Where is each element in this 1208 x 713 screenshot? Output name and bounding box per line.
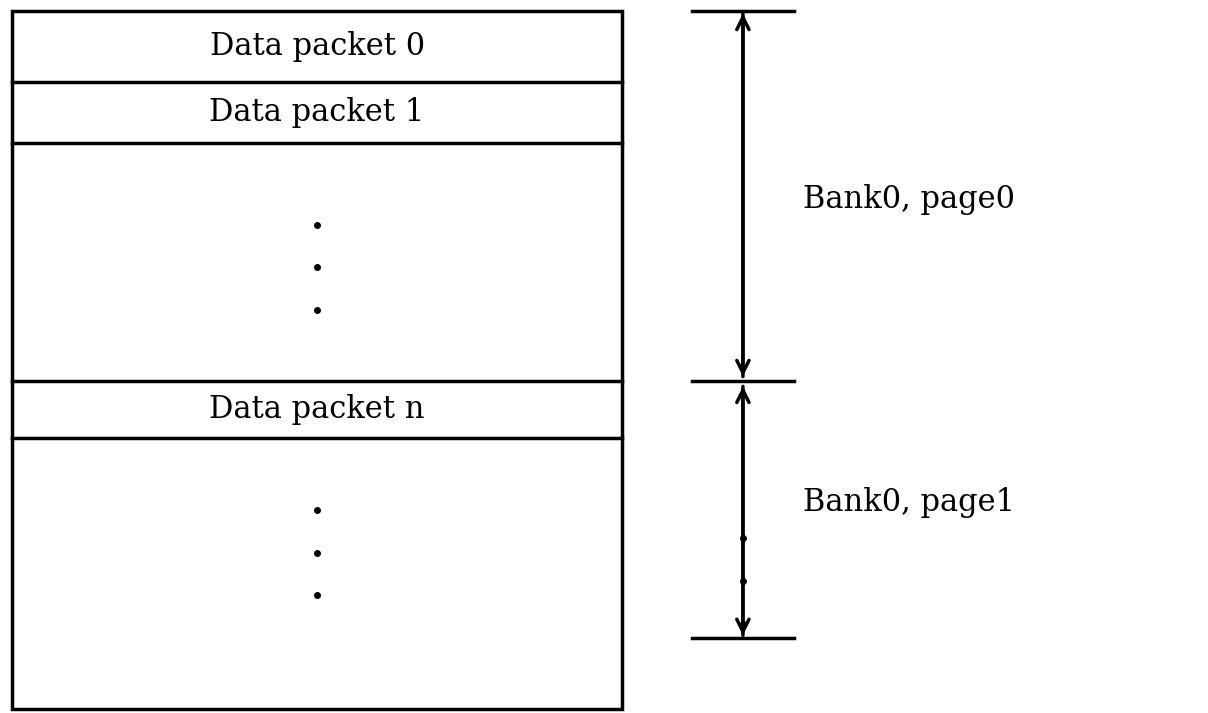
Text: Data packet 0: Data packet 0 [209,31,425,62]
FancyBboxPatch shape [12,11,622,709]
Text: Data packet n: Data packet n [209,394,425,426]
Text: Data packet 1: Data packet 1 [209,97,425,128]
Text: Bank0, page1: Bank0, page1 [803,487,1016,518]
Text: Bank0, page0: Bank0, page0 [803,184,1015,215]
